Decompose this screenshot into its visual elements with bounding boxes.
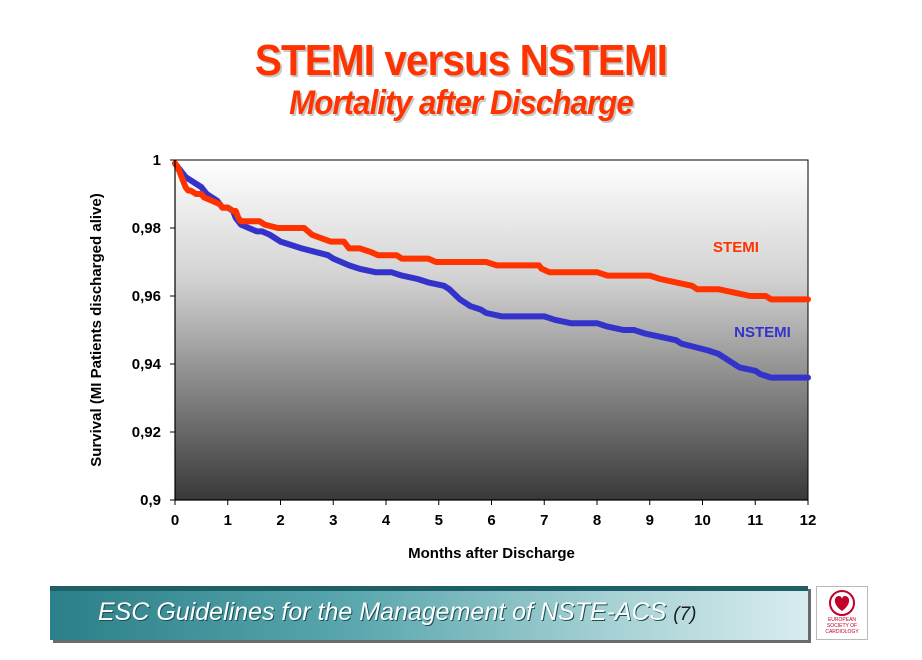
chart-title: STEMI versus NSTEMI	[254, 36, 668, 85]
series-lines: STEMI NSTEMI	[172, 160, 811, 381]
y-tick-label: 0,92	[132, 424, 161, 441]
heart-logo-icon	[829, 590, 855, 616]
footer-title: ESC Guidelines for the Management of NST…	[98, 598, 667, 626]
footer-text-block: ESC Guidelines for the Management of NST…	[98, 598, 697, 627]
nstemi-series-label: NSTEMI	[734, 324, 791, 341]
y-tick-label: 0,96	[132, 288, 161, 305]
x-tick-label: 9	[646, 512, 654, 529]
esc-logo: EUROPEAN SOCIETY OF CARDIOLOGY	[816, 586, 868, 640]
x-tick-label: 3	[329, 512, 337, 529]
plot-area	[174, 159, 809, 501]
logo-text: EUROPEAN SOCIETY OF CARDIOLOGY	[825, 617, 859, 635]
stemi-series-label: STEMI	[713, 239, 759, 256]
y-tick-label: 0,94	[132, 356, 162, 373]
y-tick-label: 0,98	[132, 220, 161, 237]
x-tick-label: 6	[487, 512, 495, 529]
x-axis-label: Months after Discharge	[408, 545, 575, 562]
x-tick-label: 2	[276, 512, 284, 529]
x-tick-label: 1	[224, 512, 232, 529]
x-tick-label: 4	[382, 512, 391, 529]
x-tick-label: 7	[540, 512, 548, 529]
y-tick-label: 1	[153, 152, 161, 169]
y-axis-label: Survival (MI Patients discharged alive)	[88, 193, 105, 466]
stemi-series-line	[172, 160, 811, 303]
x-tick-label: 0	[171, 512, 179, 529]
x-tick-label: 5	[435, 512, 443, 529]
x-tick-label: 11	[747, 512, 763, 529]
chart-subtitle: Mortality after Discharge	[289, 84, 634, 122]
axes: 0 1 2 3 4 5 6 7 8 9 10 11 120,90,920,940,960,981	[132, 152, 817, 529]
y-tick-label: 0,9	[140, 492, 161, 509]
footer-banner	[50, 586, 808, 640]
footer-slide-number: (7)	[673, 604, 697, 625]
x-tick-label: 12	[800, 512, 817, 529]
x-tick-label: 10	[694, 512, 711, 529]
x-tick-label: 8	[593, 512, 601, 529]
